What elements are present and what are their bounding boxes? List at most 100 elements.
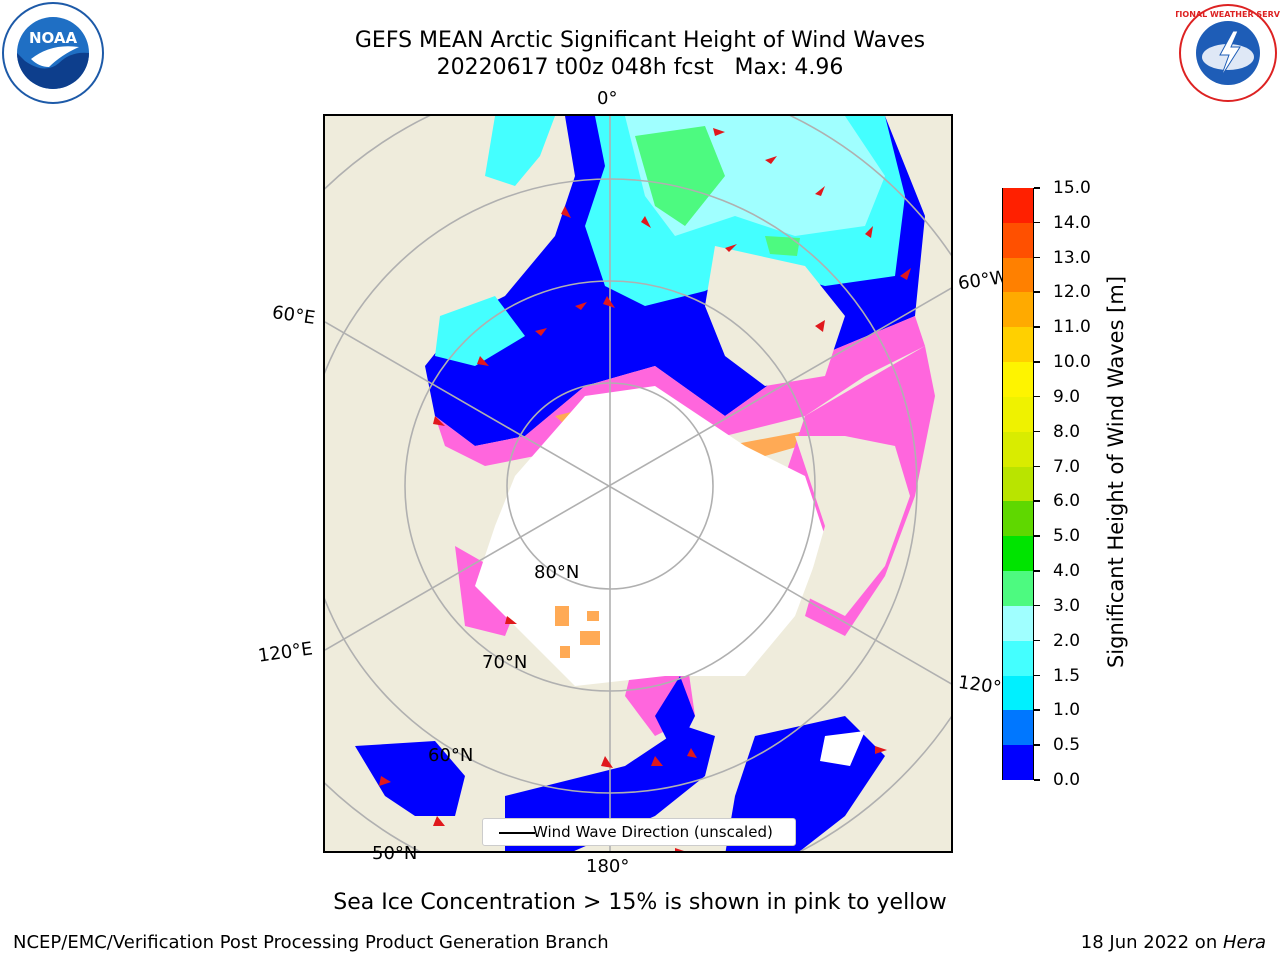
- legend-line-swatch: [499, 832, 535, 834]
- graticule: [325, 116, 951, 851]
- colorbar-segment: [1003, 326, 1033, 363]
- parallel-label-80n: 80°N: [534, 562, 580, 583]
- wave-arrow: [713, 128, 725, 136]
- colorbar-tick: [1034, 674, 1040, 677]
- colorbar-tick: [1034, 709, 1040, 711]
- wave-arrow: [601, 756, 613, 768]
- chart-title: GEFS MEAN Arctic Significant Height of W…: [354, 28, 926, 53]
- meridian-label-0: 0°: [597, 88, 618, 109]
- wave-arrow: [575, 302, 587, 310]
- colorbar-segment: [1003, 187, 1033, 223]
- wave-arrow: [603, 296, 615, 308]
- colorbar-tick: [1034, 395, 1040, 398]
- wave-arrow: [725, 244, 737, 252]
- wave-arrow: [675, 848, 684, 851]
- wave-arrow: [641, 216, 651, 228]
- colorbar-tick: [1034, 744, 1040, 746]
- colorbar-segment: [1003, 257, 1033, 293]
- colorbar-tick: [1034, 187, 1040, 189]
- wave-arrow: [875, 746, 887, 754]
- meridian-120e-60w: [325, 287, 951, 651]
- polar-map: [323, 114, 953, 853]
- parallel-label-60n: 60°N: [428, 745, 474, 766]
- wave-arrow: [687, 748, 697, 758]
- wave-arrow: [815, 320, 825, 332]
- colorbar-segment: [1003, 500, 1033, 537]
- wave-arrow: [765, 156, 777, 164]
- footer-host: Hera: [1222, 932, 1266, 953]
- caption: Sea Ice Concentration > 15% is shown in …: [333, 890, 947, 915]
- colorbar-tick-label: 11.0: [1053, 317, 1091, 338]
- colorbar-tick: [1034, 604, 1040, 607]
- colorbar-segment: [1003, 744, 1033, 780]
- legend-label: Wind Wave Direction (unscaled): [533, 823, 773, 841]
- wave-arrow: [535, 328, 547, 336]
- colorbar-tick-label: 15.0: [1053, 178, 1091, 198]
- colorbar-tick: [1034, 779, 1040, 781]
- wave-arrow: [379, 776, 391, 786]
- chart-subtitle: 20220617 t00z 048h fcst Max: 4.96: [436, 55, 844, 80]
- noaa-logo: NOAA: [1, 1, 105, 105]
- wave-arrow: [561, 206, 571, 218]
- canadian-archipelago: [795, 436, 910, 616]
- ice-floes: [555, 606, 600, 658]
- wave-arrow: [900, 268, 911, 280]
- wave-arrow: [477, 356, 489, 366]
- greenland: [705, 246, 845, 386]
- colorbar-tick: [1034, 639, 1040, 642]
- colorbar-tick-label: 0.0: [1053, 770, 1081, 790]
- wave-arrow: [433, 816, 445, 826]
- colorbar-tick: [1034, 221, 1040, 224]
- colorbar-tick: [1034, 291, 1040, 293]
- colorbar-tick-label: 6.0: [1053, 491, 1081, 512]
- colorbar-tick: [1034, 256, 1040, 259]
- colorbar-segment: [1003, 709, 1033, 746]
- colorbar-tick-label: 5.0: [1053, 526, 1081, 547]
- colorbar-tick-label: 14.0: [1053, 212, 1091, 233]
- colorbar-segment: [1003, 570, 1033, 606]
- meridian-label-60e: 60°E: [270, 302, 317, 329]
- colorbar-tick-label: 8.0: [1053, 421, 1081, 442]
- wave-arrow: [433, 416, 445, 426]
- colorbar-tick-label: 1.0: [1053, 700, 1081, 721]
- colorbar-tick: [1034, 430, 1040, 433]
- colorbar-tick-label: 2.0: [1053, 630, 1081, 651]
- colorbar-segment: [1003, 675, 1033, 711]
- colorbar-tick-label: 13.0: [1053, 247, 1091, 268]
- colorbar-tick-label: 4.0: [1053, 561, 1081, 582]
- colorbar-tick-label: 10.0: [1053, 352, 1091, 373]
- colorbar-segment: [1003, 466, 1033, 502]
- colorbar-tick: [1034, 535, 1040, 537]
- colorbar-tick: [1034, 500, 1040, 502]
- map-legend: Wind Wave Direction (unscaled): [482, 818, 796, 846]
- wave-arrow: [815, 186, 825, 196]
- meridian-label-120e: 120°E: [256, 638, 314, 667]
- wave-arrow: [865, 226, 873, 238]
- footer-right: 18 Jun 2022 on Hera: [1081, 932, 1266, 953]
- colorbar-segment: [1003, 640, 1033, 676]
- polar-map-canvas: [325, 116, 951, 851]
- colorbar-tick-label: 1.5: [1053, 665, 1081, 686]
- colorbar-tick: [1034, 361, 1040, 363]
- wind-wave-arrows: [379, 128, 911, 851]
- colorbar: [1002, 187, 1034, 780]
- meridian-label-180: 180°: [586, 856, 630, 877]
- svg-text:NOAA: NOAA: [29, 29, 78, 47]
- colorbar-segment: [1003, 291, 1033, 328]
- footer-left: NCEP/EMC/Verification Post Processing Pr…: [13, 932, 609, 953]
- colorbar-tick-label: 3.0: [1053, 595, 1081, 616]
- colorbar-segment: [1003, 396, 1033, 432]
- colorbar-tick-label: 0.5: [1053, 735, 1081, 756]
- colorbar-tick-label: 7.0: [1053, 456, 1081, 477]
- nws-logo: NATIONAL WEATHER SERVICE: [1162, 1, 1280, 105]
- parallel-label-70n: 70°N: [482, 652, 528, 673]
- colorbar-title: Significant Height of Wind Waves [m]: [1104, 275, 1128, 669]
- colorbar-segment: [1003, 605, 1033, 641]
- wave-arrow: [651, 756, 663, 766]
- wave-arrow: [505, 616, 517, 624]
- colorbar-segment: [1003, 535, 1033, 572]
- colorbar-tick: [1034, 570, 1040, 572]
- meridian-60e-120w: [325, 321, 951, 685]
- colorbar-segment: [1003, 222, 1033, 258]
- parallel-label-50n: 50°N: [372, 843, 418, 864]
